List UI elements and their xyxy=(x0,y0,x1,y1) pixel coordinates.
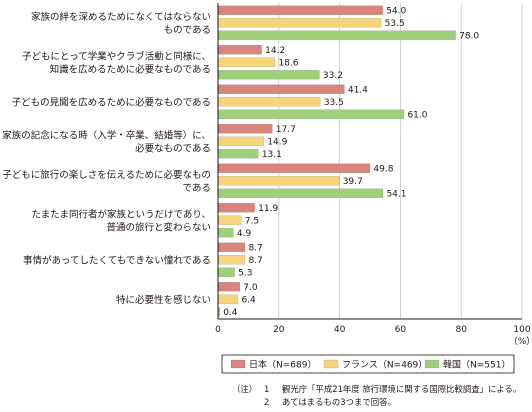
legend-swatch-3 xyxy=(424,359,440,369)
plot-area xyxy=(218,3,522,319)
value-label-s2-c8: 6.4 xyxy=(241,295,256,305)
bar-s3-c2 xyxy=(218,70,320,80)
notes: （注） 1 観光庁「平成21年度 旅行環境に関する国際比較調査」による。 2 あ… xyxy=(232,383,528,409)
legend-label-1: 日本（N=689） xyxy=(249,359,316,371)
x-tick-0: 0 xyxy=(215,325,221,335)
value-label-s2-c3: 33.5 xyxy=(324,98,344,108)
category-label-5-line-2: である xyxy=(183,183,211,194)
bar-s3-c3 xyxy=(218,109,405,119)
value-label-s2-c6: 7.5 xyxy=(245,216,259,226)
legend-label-2: フランス（N=469） xyxy=(342,360,427,371)
value-label-s1-c6: 11.9 xyxy=(258,204,278,214)
value-label-s3-c3: 61.0 xyxy=(407,110,427,120)
value-label-s2-c5: 39.7 xyxy=(343,177,363,187)
x-tick-60: 60 xyxy=(395,325,407,335)
category-label-4-line-1: 家族の記念になる時（入学・卒業、結婚等）に、 xyxy=(2,129,211,141)
value-label-s3-c6: 4.9 xyxy=(237,229,252,239)
note-text-2: あてはまるもの3つまで回答。 xyxy=(282,397,396,407)
value-label-s3-c1: 78.0 xyxy=(459,31,479,41)
bar-s1-c3 xyxy=(218,84,345,94)
bar-s2-c5 xyxy=(218,176,340,186)
note-row-2: 2 あてはまるもの3つまで回答。 xyxy=(232,396,528,409)
bar-s2-c7 xyxy=(218,255,246,265)
category-label-4-line-2: 必要なものである xyxy=(135,142,211,154)
bar-s1-c5 xyxy=(218,163,371,173)
bar-s2-c3 xyxy=(218,97,321,107)
bar-s1-c2 xyxy=(218,45,262,55)
value-label-s3-c7: 5.3 xyxy=(238,268,252,278)
bar-s1-c7 xyxy=(218,242,246,252)
note-text-1: 観光庁「平成21年度 旅行環境に関する国際比較調査」による。 xyxy=(282,384,522,394)
bar-s1-c1 xyxy=(218,5,383,15)
value-label-s1-c5: 49.8 xyxy=(373,164,393,174)
bar-s2-c6 xyxy=(218,215,242,225)
bar-s3-c6 xyxy=(218,228,234,238)
category-label-3: 子どもの見聞を広めるために必要なものである xyxy=(12,96,211,108)
value-label-s1-c7: 8.7 xyxy=(248,243,262,253)
value-label-s3-c4: 13.1 xyxy=(262,150,282,160)
legend-swatch-2 xyxy=(323,359,339,369)
bar-s1-c8 xyxy=(218,282,241,292)
bar-s2-c1 xyxy=(218,18,382,28)
bar-s2-c8 xyxy=(218,294,239,304)
x-tick-100: 100 xyxy=(513,325,530,335)
x-tick-80: 80 xyxy=(455,325,467,335)
bar-s3-c8 xyxy=(218,307,220,317)
bar-s3-c5 xyxy=(218,188,384,198)
category-label-5-line-1: 子どもに旅行の楽しさを伝えるために必要なもの xyxy=(2,169,211,181)
value-label-s2-c4: 14.9 xyxy=(267,137,287,147)
note-number-1: 1 xyxy=(264,384,270,394)
value-label-s2-c2: 18.6 xyxy=(279,58,299,68)
legend-box xyxy=(221,354,515,374)
value-label-s3-c5: 54.1 xyxy=(386,189,406,199)
category-label-2-line-1: 子どもにとって学業やクラブ活動と同様に、 xyxy=(22,50,211,62)
bar-s3-c4 xyxy=(218,149,259,159)
value-label-s3-c8: 0.4 xyxy=(223,308,238,318)
value-label-s2-c7: 8.7 xyxy=(248,256,262,266)
value-label-s3-c2: 33.2 xyxy=(323,71,343,81)
legend-label-3: 韓国（N=551） xyxy=(443,360,510,371)
legend-swatch-1 xyxy=(230,359,246,369)
bar-s2-c4 xyxy=(218,136,265,146)
x-tick-40: 40 xyxy=(334,325,346,335)
category-label-7: 事情があってしたくてもできない憧れである xyxy=(23,254,211,266)
bar-s1-c4 xyxy=(218,124,273,134)
value-label-s1-c1: 54.0 xyxy=(386,6,406,16)
value-label-s2-c1: 53.5 xyxy=(385,19,405,29)
category-label-6-line-1: たまたま同行者が家族というだけであり、 xyxy=(32,208,211,220)
bar-s1-c6 xyxy=(218,203,255,213)
category-label-1-line-2: ものである xyxy=(164,25,211,36)
bar-s3-c1 xyxy=(218,30,456,40)
value-label-s1-c8: 7.0 xyxy=(243,283,258,293)
note-row-1: （注） 1 観光庁「平成21年度 旅行環境に関する国際比較調査」による。 xyxy=(232,383,528,396)
x-tick-20: 20 xyxy=(273,325,285,335)
value-label-s1-c4: 17.7 xyxy=(276,125,296,135)
value-label-s1-c2: 14.2 xyxy=(265,46,285,56)
category-label-8: 特に必要性を感じない xyxy=(116,294,211,306)
x-unit-label: （%） xyxy=(509,336,532,347)
category-label-1-line-1: 家族の絆を深めるためになくてはならない xyxy=(31,11,211,23)
value-label-s1-c3: 41.4 xyxy=(348,85,368,95)
bar-s2-c2 xyxy=(218,57,276,67)
bar-s3-c7 xyxy=(218,267,235,277)
category-label-2-line-2: 知識を広めるために必要なものである xyxy=(50,63,211,75)
note-prefix: （注） xyxy=(232,384,258,394)
category-label-6-line-2: 普通の旅行と変わらない xyxy=(106,221,211,233)
note-number-2: 2 xyxy=(264,397,270,407)
